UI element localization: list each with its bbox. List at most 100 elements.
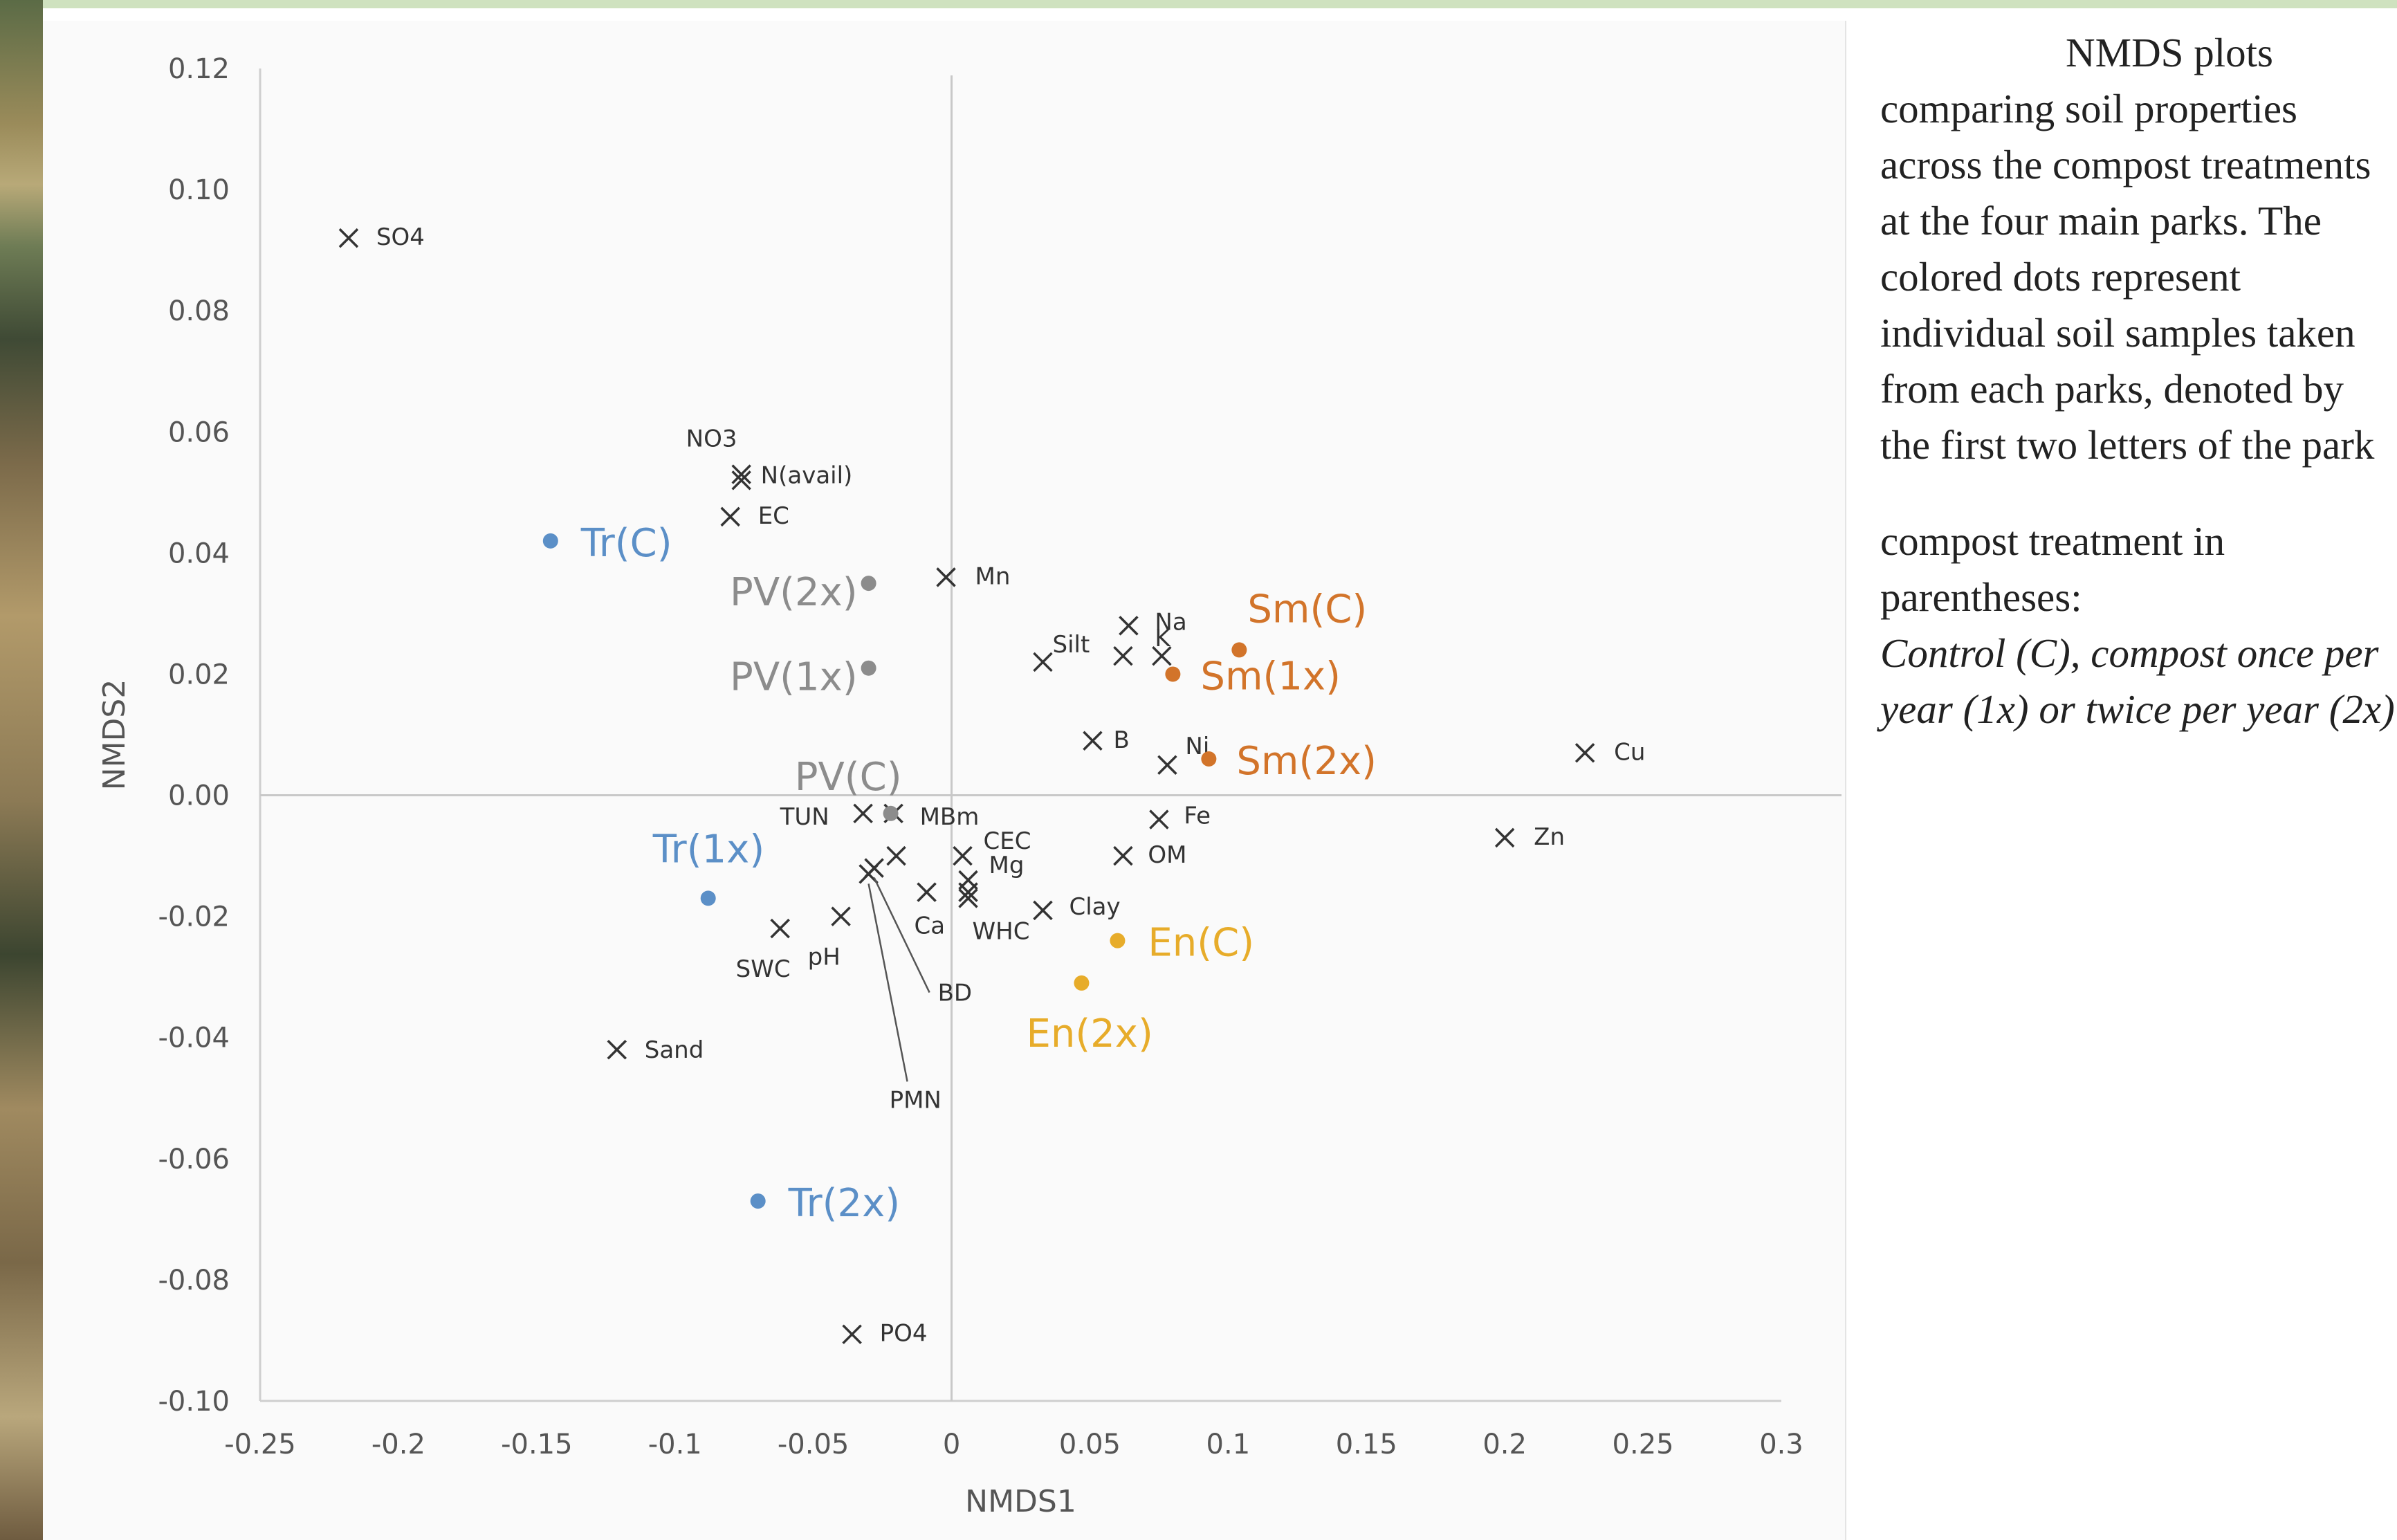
sample-point <box>1201 751 1217 767</box>
caption-treatment-intro: compost treatment in parentheses: <box>1880 518 2225 620</box>
sample-label: PV(2x) <box>730 570 858 615</box>
nmds-chart-panel: 0.12 0.10 0.08 0.06 0.04 0.02 0.00 -0.02 -0.04 -0… <box>43 21 1846 1540</box>
variable-label: pH <box>808 944 841 971</box>
variable-label: Mg <box>989 852 1025 879</box>
x-tick-label: -0.05 <box>778 1429 849 1460</box>
variable-marker <box>831 906 851 926</box>
variable-marker <box>1494 827 1515 848</box>
background-photo-strip <box>0 0 43 1540</box>
sample-label: Tr(1x) <box>652 827 764 872</box>
variable-label: Clay <box>1069 893 1120 921</box>
y-tick-label: 0.02 <box>168 659 230 690</box>
caption-treatment-legend: Control (C), compost once per year (1x) … <box>1880 630 2395 732</box>
variable-label: Mn <box>975 562 1011 590</box>
variable-label: MBm <box>920 803 980 831</box>
variable-label: EC <box>758 502 789 530</box>
variable-label: Cu <box>1614 738 1645 766</box>
variable-label: Silt <box>1052 631 1090 659</box>
y-tick-label: -0.06 <box>158 1144 230 1175</box>
variable-label: WHC <box>973 918 1030 946</box>
variable-marker <box>607 1040 627 1060</box>
sample-point <box>700 890 716 906</box>
y-tick-label: -0.04 <box>158 1023 230 1054</box>
x-tick-label: -0.25 <box>224 1429 296 1460</box>
variable-marker <box>1113 845 1133 866</box>
y-tick-label: -0.08 <box>158 1265 230 1296</box>
y-tick-label: -0.10 <box>158 1386 230 1418</box>
y-tick-label: 0.08 <box>168 295 230 327</box>
x-tick-label: 0.1 <box>1206 1429 1251 1460</box>
variable-marker <box>731 470 751 491</box>
sample-point <box>1110 933 1126 948</box>
y-tick-label: -0.02 <box>158 901 230 933</box>
x-tick-label: -0.2 <box>371 1429 425 1460</box>
variable-marker <box>1157 755 1177 776</box>
variable-label: SWC <box>736 955 791 983</box>
sample-label: PV(C) <box>795 755 902 800</box>
variable-marker <box>958 882 978 902</box>
caption-paragraph-1: NMDS plots comparing soil properties acr… <box>1880 30 2375 468</box>
figure-caption: NMDS plots comparing soil properties acr… <box>1880 25 2396 737</box>
x-tick-label: 0 <box>943 1429 960 1460</box>
x-tick-label: 0.2 <box>1482 1429 1527 1460</box>
sample-point <box>1074 975 1090 991</box>
variable-label: Zn <box>1534 823 1565 851</box>
variable-label: TUN <box>780 803 829 831</box>
y-tick-label: 0.00 <box>168 780 230 812</box>
variable-label: Sand <box>645 1036 704 1064</box>
y-tick-label: 0.12 <box>168 53 230 85</box>
variable-label: PO4 <box>880 1320 928 1348</box>
sample-point <box>1165 666 1181 682</box>
variable-label: OM <box>1148 841 1186 869</box>
variable-label: B <box>1113 726 1129 754</box>
variable-marker <box>853 803 873 824</box>
variable-marker <box>1113 645 1133 666</box>
variable-marker <box>1574 743 1595 763</box>
sample-label: Tr(C) <box>580 521 672 566</box>
variable-label: NO3 <box>686 425 737 453</box>
variable-label: SO4 <box>376 223 425 251</box>
sample-point <box>883 805 899 821</box>
variable-marker <box>1119 616 1139 636</box>
top-accent-bar <box>43 0 2397 8</box>
variable-label: N(avail) <box>761 461 853 489</box>
sample-label: Sm(2x) <box>1236 739 1377 784</box>
variable-label: BD <box>938 980 973 1007</box>
variable-marker <box>731 464 751 484</box>
x-tick-label: 0.15 <box>1336 1429 1397 1460</box>
x-tick-label: 0.05 <box>1059 1429 1121 1460</box>
variable-marker <box>953 845 973 866</box>
sample-label: En(2x) <box>1026 1011 1152 1056</box>
variable-marker <box>770 918 790 939</box>
variable-label: Na <box>1155 608 1186 636</box>
variable-label: Ca <box>915 913 946 940</box>
variable-marker <box>338 228 359 248</box>
y-axis-title: NMDS2 <box>97 679 132 791</box>
y-tick-label: 0.10 <box>168 174 230 206</box>
variable-label: Fe <box>1184 803 1211 830</box>
variable-marker <box>958 888 978 908</box>
variable-label: CEC <box>984 827 1031 855</box>
y-tick-label: 0.04 <box>168 538 230 569</box>
variable-marker <box>1149 809 1169 829</box>
variable-marker <box>842 1324 862 1344</box>
variable-marker <box>936 567 956 587</box>
variable-label: K <box>1155 625 1171 652</box>
sample-label: Sm(C) <box>1247 587 1367 632</box>
x-axis-title: NMDS1 <box>965 1484 1076 1519</box>
variable-marker <box>1152 645 1172 666</box>
x-tick-label: -0.1 <box>648 1429 702 1460</box>
sample-point <box>861 576 876 592</box>
variable-marker <box>917 882 937 902</box>
x-tick-label: 0.25 <box>1613 1429 1674 1460</box>
bd-leader-line <box>873 877 930 993</box>
sample-point <box>861 660 876 676</box>
variable-marker <box>886 845 906 866</box>
sample-point <box>1231 642 1247 658</box>
variable-label: PMN <box>890 1086 942 1114</box>
sample-label: Sm(1x) <box>1200 654 1341 699</box>
pmn-leader-line <box>867 883 908 1082</box>
x-tick-label: 0.3 <box>1759 1429 1803 1460</box>
y-tick-label: 0.06 <box>168 416 230 448</box>
sample-point <box>542 533 558 549</box>
